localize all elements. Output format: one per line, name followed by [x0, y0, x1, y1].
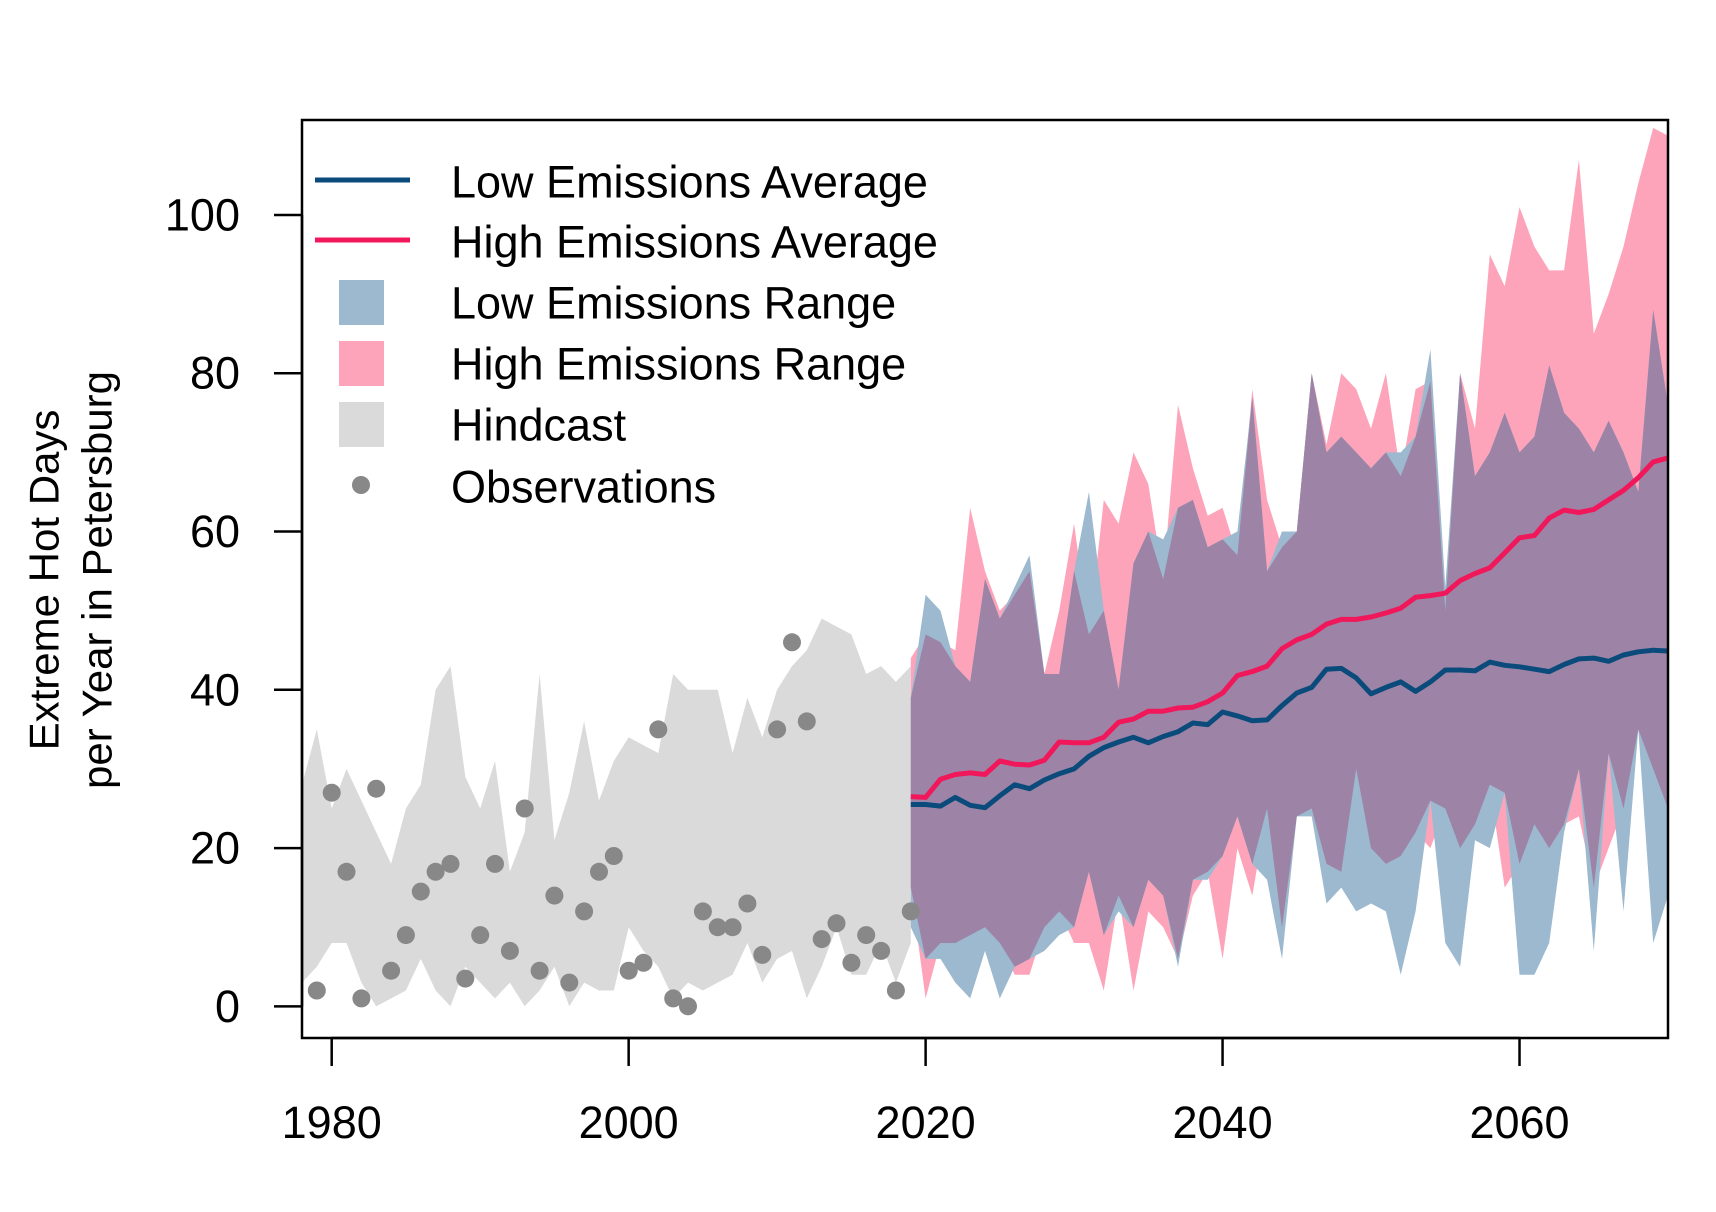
observation-point [768, 720, 787, 739]
observation-point [337, 862, 356, 881]
observation-point [411, 882, 430, 901]
observation-point [886, 981, 905, 1000]
observation-point [560, 973, 579, 992]
observation-point [664, 989, 683, 1008]
legend-label-hindcast: Hindcast [451, 400, 627, 451]
high-emissions-average-line [910, 455, 1668, 800]
observation-point [426, 862, 445, 881]
x-tick-label: 2040 [1173, 1097, 1273, 1148]
observation-point [693, 902, 712, 921]
observation-point [634, 953, 653, 972]
y-tick-label: 60 [190, 506, 240, 557]
observation-point [797, 712, 816, 731]
legend-swatch-observations [352, 476, 370, 494]
observation-point [723, 918, 742, 937]
observation-point [604, 847, 623, 865]
hindcast-band [302, 618, 911, 1007]
observation-point [545, 886, 564, 905]
legend-label-high-average: High Emissions Average [451, 217, 938, 268]
legend: Low Emissions Average High Emissions Ave… [315, 157, 938, 513]
legend-swatch-high-range [339, 341, 384, 386]
y-tick-label: 20 [190, 823, 240, 874]
y-axis-label-line-1: Extreme Hot Days [21, 410, 68, 751]
observation-point [396, 926, 415, 945]
observation-point [500, 941, 519, 960]
observation-point [619, 961, 638, 980]
observation-point [486, 854, 504, 873]
observation-point [515, 799, 534, 818]
observation-points [307, 633, 920, 1016]
observation-point [753, 945, 772, 964]
overlap-band [910, 309, 1668, 967]
observation-point [307, 981, 326, 1000]
observation-point [738, 894, 757, 913]
x-axis: 1980 2000 2020 2040 2060 [282, 1036, 1570, 1148]
observation-point [322, 783, 341, 802]
y-tick-label: 100 [165, 189, 240, 240]
y-tick-label: 80 [190, 348, 240, 399]
x-tick-label: 2060 [1469, 1097, 1569, 1148]
x-tick-label: 1980 [282, 1097, 382, 1148]
observation-point [679, 997, 697, 1016]
observation-point [590, 862, 608, 881]
legend-swatch-low-range [339, 280, 384, 325]
observation-point [842, 953, 861, 972]
observation-point [857, 926, 876, 945]
observation-point [441, 854, 460, 873]
x-tick-label: 2020 [876, 1097, 976, 1148]
legend-swatch-hindcast [339, 402, 384, 447]
observation-point [827, 914, 846, 933]
observation-point [649, 720, 668, 739]
plot-area [302, 127, 1668, 1016]
observation-point [352, 989, 371, 1008]
y-tick-label: 0 [215, 981, 240, 1032]
low-emissions-average-line [910, 647, 1668, 811]
observation-point [382, 961, 401, 980]
legend-label-high-range: High Emissions Range [451, 339, 906, 390]
observation-point [901, 902, 920, 921]
x-tick-label: 2000 [579, 1097, 679, 1148]
observation-point [872, 941, 891, 960]
legend-label-observations: Observations [451, 462, 716, 513]
observation-point [783, 633, 801, 652]
observation-point [530, 961, 549, 980]
observation-point [812, 930, 831, 949]
observation-point [708, 918, 727, 937]
observation-point [456, 969, 475, 988]
y-tick-label: 40 [190, 664, 240, 715]
y-axis-label-line-2: per Year in Petersburg [74, 371, 121, 789]
observation-point [471, 926, 490, 945]
legend-label-low-average: Low Emissions Average [451, 157, 928, 208]
observation-point [575, 902, 594, 921]
y-axis: 0 20 40 60 80 100 [165, 189, 304, 1032]
legend-label-low-range: Low Emissions Range [451, 278, 896, 329]
observation-point [367, 779, 386, 798]
